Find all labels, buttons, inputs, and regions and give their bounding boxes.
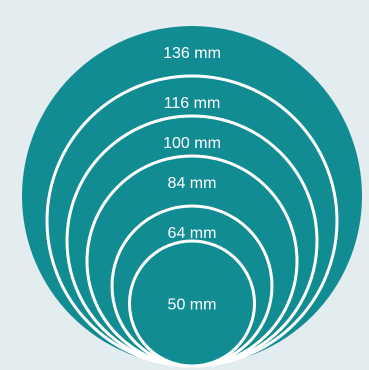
circles-group (22, 26, 362, 368)
label-84mm: 84 mm (168, 175, 217, 192)
label-100mm: 100 mm (163, 135, 221, 152)
label-136mm: 136 mm (163, 45, 221, 62)
label-116mm: 116 mm (164, 95, 221, 112)
label-50mm: 50 mm (168, 297, 217, 314)
circle-50mm (128, 239, 256, 368)
label-64mm: 64 mm (168, 225, 217, 242)
labels-group: 136 mm 116 mm 100 mm 84 mm 64 mm 50 mm (163, 45, 221, 314)
